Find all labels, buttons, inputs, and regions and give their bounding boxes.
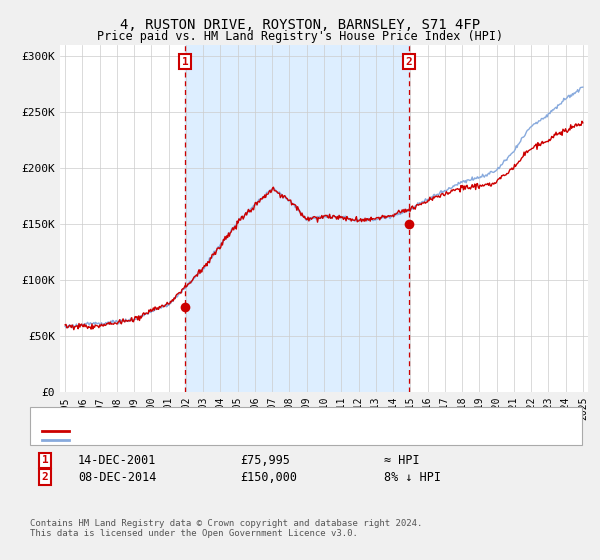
- Text: 2: 2: [41, 472, 49, 482]
- Text: 1: 1: [182, 57, 188, 67]
- Text: 08-DEC-2014: 08-DEC-2014: [78, 470, 157, 484]
- Text: £150,000: £150,000: [240, 470, 297, 484]
- Text: 2: 2: [406, 57, 412, 67]
- Text: 1: 1: [41, 455, 49, 465]
- Text: 8% ↓ HPI: 8% ↓ HPI: [384, 470, 441, 484]
- Text: 4, RUSTON DRIVE, ROYSTON, BARNSLEY, S71 4FP: 4, RUSTON DRIVE, ROYSTON, BARNSLEY, S71 …: [120, 18, 480, 32]
- Text: Contains HM Land Registry data © Crown copyright and database right 2024.: Contains HM Land Registry data © Crown c…: [30, 520, 422, 529]
- Text: 14-DEC-2001: 14-DEC-2001: [78, 454, 157, 467]
- Text: ≈ HPI: ≈ HPI: [384, 454, 419, 467]
- Text: Price paid vs. HM Land Registry's House Price Index (HPI): Price paid vs. HM Land Registry's House …: [97, 30, 503, 43]
- Text: £75,995: £75,995: [240, 454, 290, 467]
- Bar: [185, 45, 409, 392]
- Text: 4, RUSTON DRIVE, ROYSTON, BARNSLEY, S71 4FP (detached house): 4, RUSTON DRIVE, ROYSTON, BARNSLEY, S71 …: [72, 426, 447, 436]
- Text: HPI: Average price, detached house, Barnsley: HPI: Average price, detached house, Barn…: [72, 435, 347, 445]
- Text: This data is licensed under the Open Government Licence v3.0.: This data is licensed under the Open Gov…: [30, 530, 358, 539]
